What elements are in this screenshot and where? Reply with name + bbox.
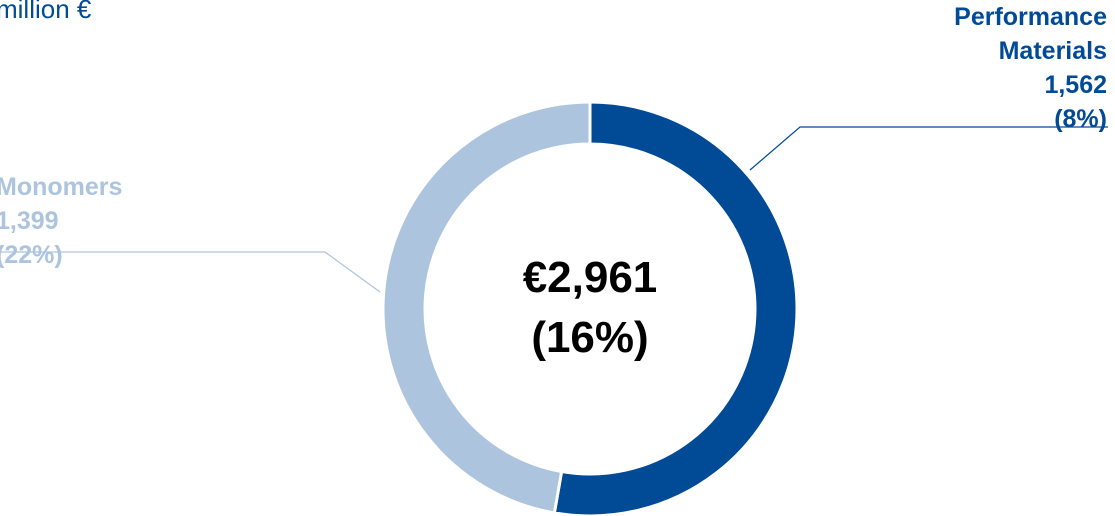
change-label: (8%) xyxy=(1054,105,1107,133)
category-label: Monomers xyxy=(0,173,123,201)
center-text: €2,961 (16%) xyxy=(440,248,740,368)
center-label: €2,961 xyxy=(522,253,658,302)
leader-line xyxy=(0,251,381,293)
change-label: (22%) xyxy=(0,241,63,269)
center-sublabel: (16%) xyxy=(531,313,649,362)
category-label: Performance Materials xyxy=(954,3,1107,65)
donut-slice xyxy=(381,100,592,515)
subtitle: million € xyxy=(0,0,92,24)
slice-label: Monomers 1,399 (22%) xyxy=(0,170,122,272)
donut-slice xyxy=(552,100,799,516)
leader-line xyxy=(749,126,1108,171)
slice-label: Performance Materials 1,562 (8%) xyxy=(937,0,1107,136)
value-label: 1,399 xyxy=(0,207,59,235)
value-label: 1,562 xyxy=(1044,71,1107,99)
